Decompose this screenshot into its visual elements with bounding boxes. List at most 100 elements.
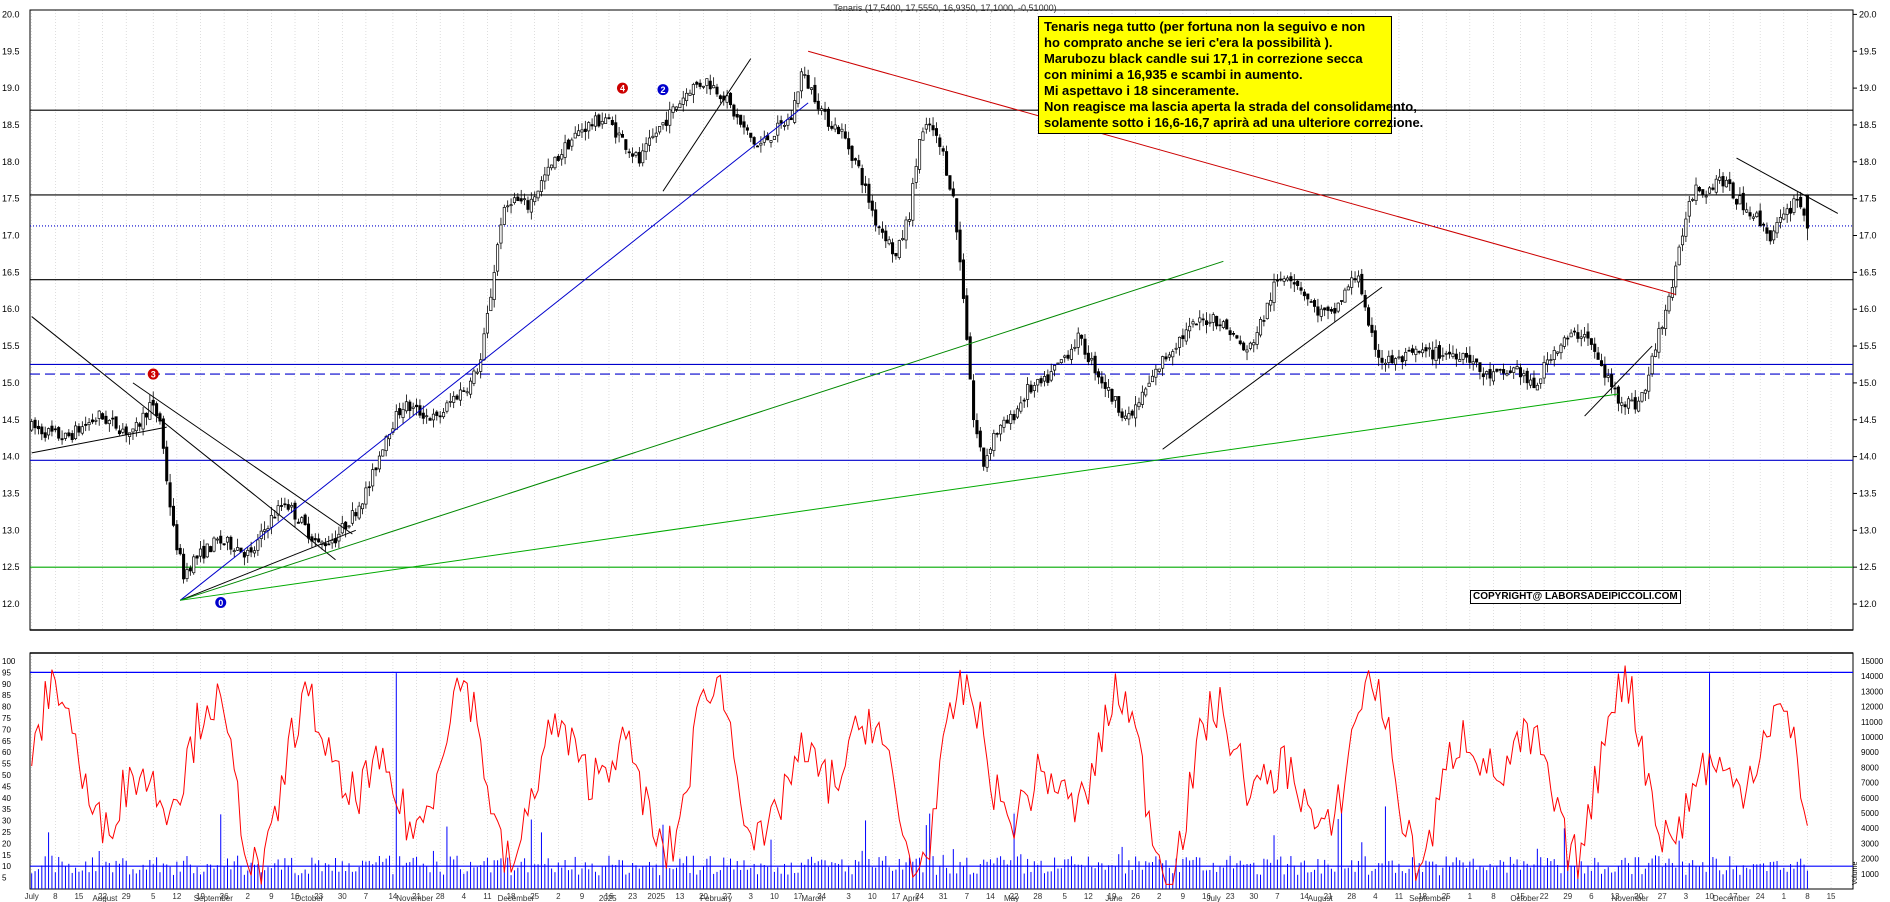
candle-body [799, 71, 803, 92]
candle-body [1066, 354, 1070, 359]
month-label: December [498, 894, 535, 902]
candle-body [1100, 376, 1104, 384]
candle-body [1286, 277, 1290, 281]
candle-body [1002, 419, 1006, 428]
candle-body [442, 412, 446, 418]
candle-body [374, 467, 378, 471]
x-tick-label: 9 [580, 892, 585, 901]
indicator-panel [30, 665, 1853, 889]
indicator-tick-right: 7000 [1861, 779, 1879, 788]
candle-body [897, 240, 901, 258]
candle-body [647, 137, 652, 146]
chart-frame [29, 9, 1854, 890]
candle-body [1751, 216, 1755, 219]
candle-body [1029, 384, 1033, 393]
candle-body [1130, 410, 1134, 416]
candle-body [904, 219, 908, 241]
x-tick-label: 1 [1782, 892, 1787, 901]
candle-body [1525, 370, 1529, 384]
x-tick-label: 31 [939, 892, 948, 901]
candle-body [728, 92, 733, 106]
candle-body [850, 145, 854, 161]
candle-body [431, 413, 435, 421]
candle-body [803, 74, 807, 76]
wave-marker-label: 2 [660, 85, 665, 95]
candle-body [469, 380, 473, 395]
candle-body [1387, 355, 1391, 363]
candle-body [1485, 371, 1489, 375]
candle-body [637, 151, 641, 164]
x-tick-label: 12 [172, 892, 181, 901]
candle-body [1478, 362, 1482, 372]
candle-body [1329, 309, 1333, 312]
candle-body [1113, 396, 1117, 401]
y-tick-label-left: 17.0 [2, 231, 20, 241]
candle-body [1265, 302, 1269, 320]
candle-body [1637, 400, 1641, 412]
candle-body [1346, 286, 1350, 291]
indicator-tick-right: 3000 [1861, 839, 1879, 848]
month-label: July [1207, 894, 1221, 902]
candle-body [1363, 294, 1367, 308]
candle-body [1073, 346, 1077, 349]
candle-body [1292, 282, 1296, 285]
x-tick-label: 23 [628, 892, 637, 901]
trend-line [1736, 157, 1839, 214]
candle-body [1397, 356, 1401, 359]
candle-body [1437, 345, 1441, 359]
indicator-tick-left: 85 [2, 691, 11, 700]
x-tick-label: 26 [220, 892, 229, 901]
candle-body [688, 92, 692, 96]
copyright-label: COPYRIGHT@ LABORSADEIPICCOLI.COM [1470, 590, 1681, 604]
candle-body [1464, 352, 1468, 358]
candle-body [847, 138, 851, 150]
candle-body [384, 436, 388, 452]
candle-body [381, 449, 385, 457]
candle-body [550, 164, 554, 169]
candle-body [1150, 375, 1155, 383]
candle-body [371, 469, 375, 487]
candle-body [678, 103, 682, 109]
candle-body [1296, 280, 1300, 286]
candle-body [168, 482, 172, 508]
candle-body [404, 401, 408, 412]
candle-body [53, 428, 57, 431]
candle-body [1539, 378, 1543, 384]
y-tick-label: 18.0 [1859, 157, 1877, 167]
candle-body [465, 391, 469, 394]
wave-markers: 0 3 4 2 [147, 82, 669, 609]
candle-body [955, 198, 959, 233]
candle-body [631, 153, 635, 157]
candle-body [1664, 309, 1668, 329]
trend-line [31, 426, 167, 454]
candle-body [1481, 373, 1485, 378]
indicator-tick-right: 11000 [1861, 718, 1883, 727]
candle-body [1579, 336, 1583, 339]
candle-body [809, 87, 814, 90]
candle-body [482, 333, 486, 361]
candle-body [1778, 217, 1782, 223]
candle-body [347, 525, 351, 528]
candle-body [1545, 359, 1550, 365]
indicator-tick-left: 100 [2, 657, 16, 666]
candle-body [1471, 361, 1475, 365]
candle-body [843, 131, 847, 139]
wave-marker [147, 368, 159, 380]
candle-body [475, 371, 479, 374]
candle-body [580, 129, 584, 133]
candle-body [84, 423, 88, 426]
candle-body [1181, 335, 1185, 340]
candle-body [1154, 368, 1158, 378]
candle-body [1566, 337, 1570, 340]
candle-body [74, 425, 78, 440]
candle-body [627, 151, 631, 154]
candle-body [33, 419, 37, 429]
candle-body [739, 114, 743, 125]
candle-body [1201, 318, 1205, 321]
candle-body [1718, 176, 1722, 181]
candle-body [1069, 348, 1074, 360]
candle-body [891, 242, 895, 255]
candle-body [1613, 387, 1617, 390]
candle-body [796, 91, 800, 104]
candle-body [300, 517, 304, 523]
